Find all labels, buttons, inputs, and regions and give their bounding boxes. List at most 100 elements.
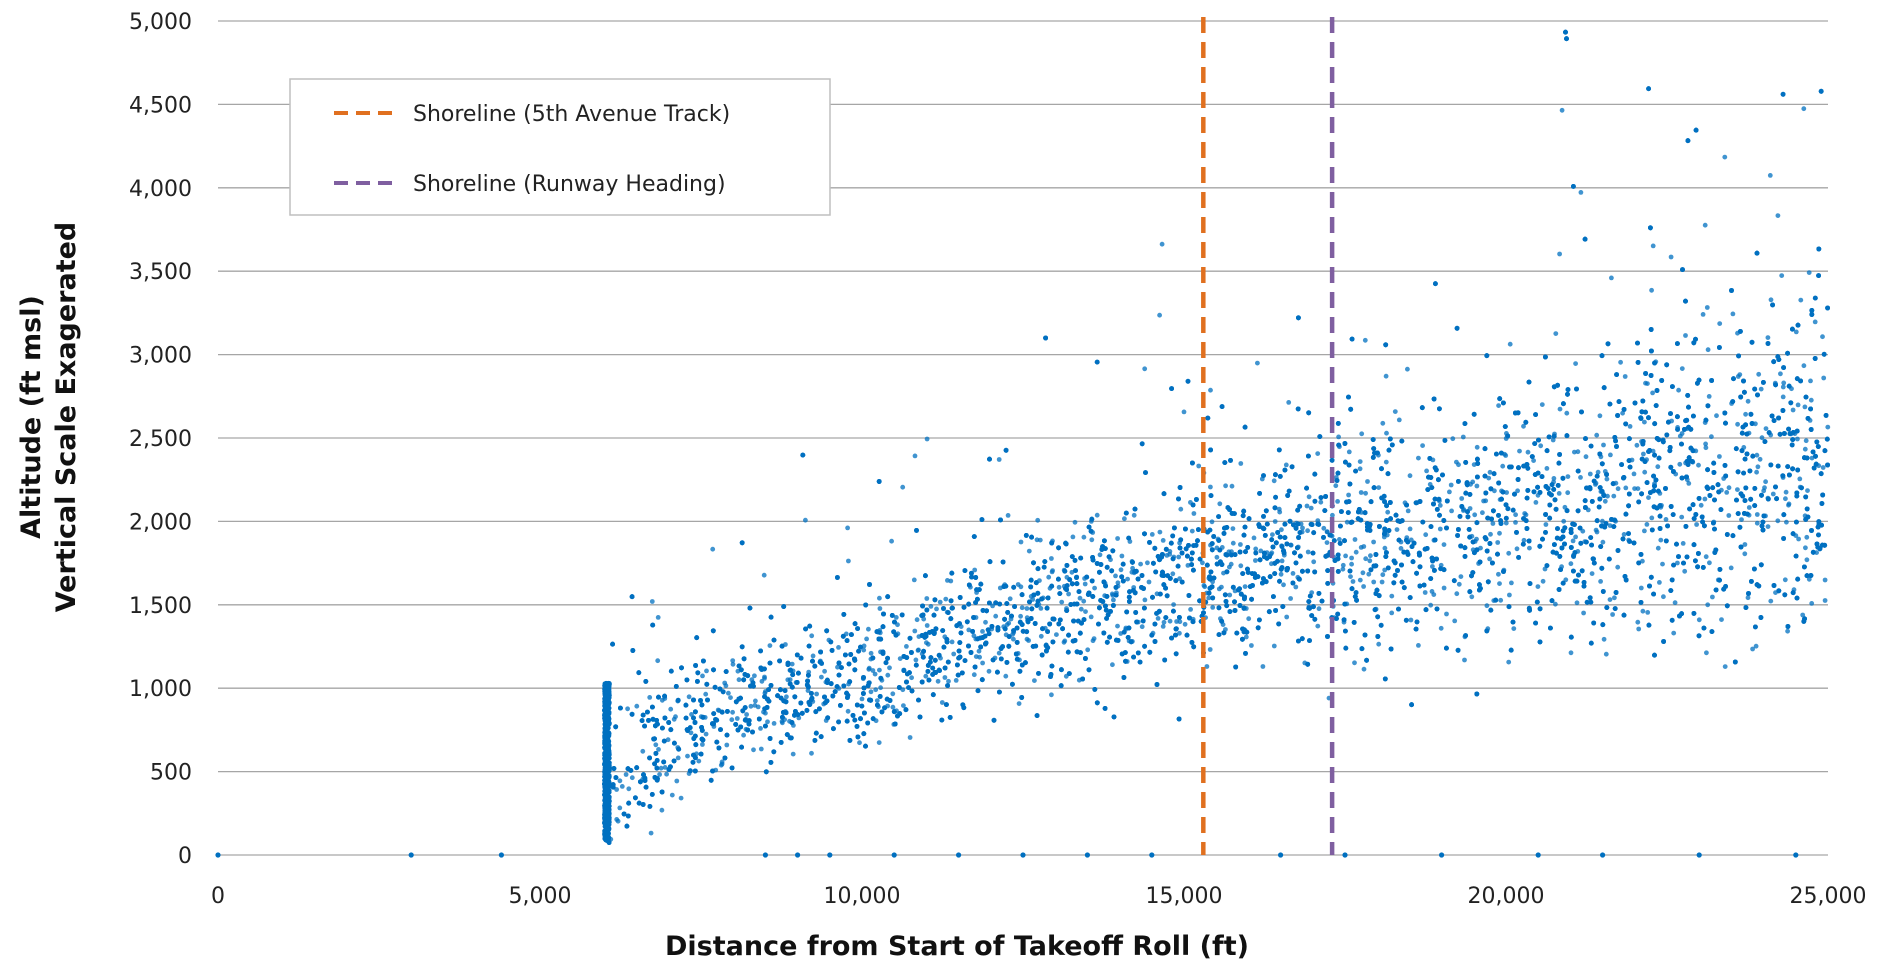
- scatter-point: [1215, 555, 1220, 560]
- scatter-point: [1768, 599, 1773, 604]
- scatter-point: [624, 772, 629, 777]
- scatter-point: [1362, 667, 1367, 672]
- scatter-point: [1746, 399, 1751, 404]
- scatter-point: [1677, 462, 1682, 467]
- scatter-point: [889, 539, 894, 544]
- scatter-point: [762, 675, 767, 680]
- scatter-point: [640, 749, 645, 754]
- scatter-point: [1444, 612, 1449, 617]
- scatter-point: [811, 654, 816, 659]
- scatter-point: [1508, 342, 1513, 347]
- scatter-point: [1019, 584, 1024, 589]
- scatter-point: [1588, 472, 1593, 477]
- scatter-point: [1642, 470, 1647, 475]
- scatter-point: [1008, 596, 1013, 601]
- scatter-point: [1779, 273, 1784, 278]
- scatter-point: [1735, 422, 1740, 427]
- scatter-point: [1561, 519, 1566, 524]
- scatter-point: [809, 751, 814, 756]
- scatter-point: [728, 695, 733, 700]
- scatter-point: [1307, 494, 1312, 499]
- scatter-point: [1481, 499, 1486, 504]
- scatter-point: [1755, 521, 1760, 526]
- scatter-point: [943, 675, 948, 680]
- scatter-point: [1305, 528, 1310, 533]
- scatter-point: [1098, 552, 1103, 557]
- scatter-point: [674, 779, 679, 784]
- scatter-point: [1454, 591, 1459, 596]
- scatter-point: [1273, 519, 1278, 524]
- scatter-point: [1219, 585, 1224, 590]
- scatter-point: [877, 596, 882, 601]
- scatter-point: [1538, 443, 1543, 448]
- scatter-point: [1808, 379, 1813, 384]
- scatter-point: [1210, 519, 1215, 524]
- scatter-point: [1293, 585, 1298, 590]
- scatter-point: [1643, 381, 1648, 386]
- scatter-point: [1598, 579, 1603, 584]
- scatter-point: [1039, 634, 1044, 639]
- scatter-point: [885, 673, 890, 678]
- scatter-point: [1707, 560, 1712, 565]
- scatter-point: [890, 691, 895, 696]
- scatter-point: [1385, 510, 1390, 515]
- scatter-point: [1608, 453, 1613, 458]
- scatter-point: [1376, 485, 1381, 490]
- scatter-point: [1208, 485, 1213, 490]
- scatter-point: [814, 692, 819, 697]
- scatter-point: [1171, 602, 1176, 607]
- scatter-point: [1503, 453, 1508, 458]
- scatter-point: [1140, 624, 1145, 629]
- scatter-point: [1162, 620, 1167, 625]
- scatter-point: [1545, 466, 1550, 471]
- scatter-point: [1447, 490, 1452, 495]
- scatter-point: [1017, 701, 1022, 706]
- scatter-point: [1335, 499, 1340, 504]
- scatter-point: [1771, 492, 1776, 497]
- scatter-point: [1754, 470, 1759, 475]
- scatter-point: [860, 697, 865, 702]
- scatter-point: [983, 620, 988, 625]
- scatter-point: [1680, 366, 1685, 371]
- scatter-point: [1515, 546, 1520, 551]
- scatter-point: [1480, 510, 1485, 515]
- scatter-point: [1558, 407, 1563, 412]
- scatter-point: [1252, 536, 1257, 541]
- scatter-point: [1544, 522, 1549, 527]
- scatter-point: [1660, 562, 1665, 567]
- scatter-point: [1380, 421, 1385, 426]
- scatter-point: [1569, 561, 1574, 566]
- scatter-point: [1035, 537, 1040, 542]
- scatter-point: [1160, 242, 1165, 247]
- scatter-point: [1006, 621, 1011, 626]
- scatter-point: [1761, 488, 1766, 493]
- scatter-point: [938, 600, 943, 605]
- scatter-point: [1821, 465, 1826, 470]
- scatter-point: [891, 705, 896, 710]
- scatter-point: [1111, 598, 1116, 603]
- scatter-point: [1553, 602, 1558, 607]
- scatter-point: [1351, 579, 1356, 584]
- scatter-point: [1673, 600, 1678, 605]
- scatter-point: [1657, 580, 1662, 585]
- scatter-point: [1337, 537, 1342, 542]
- scatter-point: [653, 742, 658, 747]
- scatter-point: [1442, 586, 1447, 591]
- scatter-point: [1317, 606, 1322, 611]
- scatter-point: [987, 669, 992, 674]
- scatter-point: [1438, 527, 1443, 532]
- scatter-point: [1321, 526, 1326, 531]
- scatter-point: [1092, 636, 1097, 641]
- scatter-point: [819, 675, 824, 680]
- scatter-point: [1601, 540, 1606, 545]
- scatter-point: [946, 679, 951, 684]
- scatter-point: [752, 673, 757, 678]
- scatter-point: [700, 742, 705, 747]
- scatter-point: [1249, 643, 1254, 648]
- scatter-point: [1469, 594, 1474, 599]
- scatter-point: [700, 674, 705, 679]
- scatter-point: [1156, 616, 1161, 621]
- scatter-point: [1701, 312, 1706, 317]
- scatter-point: [878, 606, 883, 611]
- scatter-point: [1642, 529, 1647, 534]
